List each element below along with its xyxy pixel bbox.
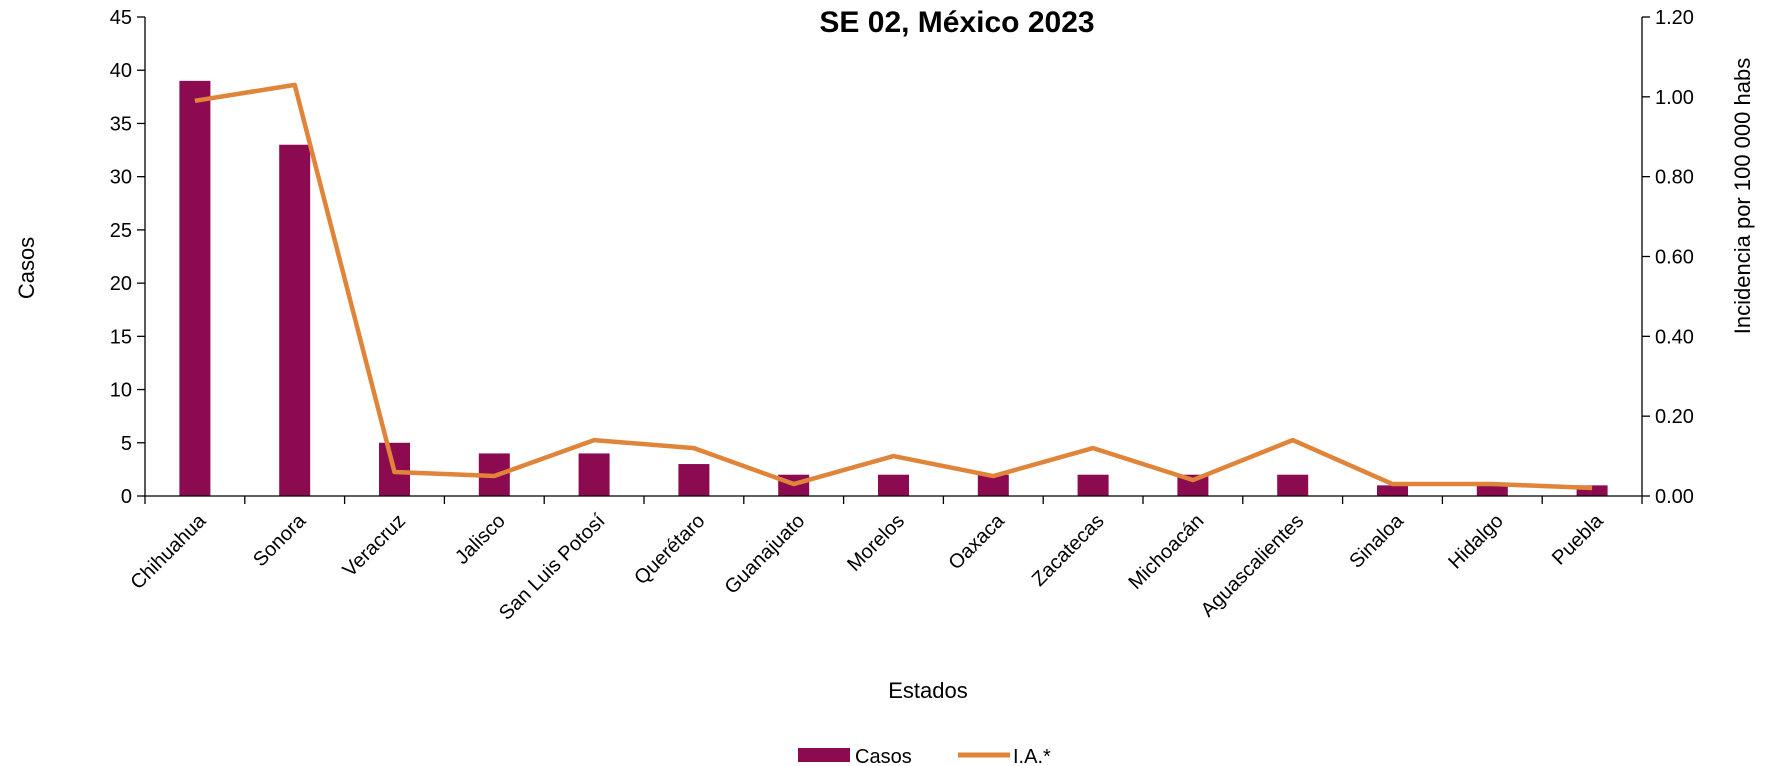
bar-casos — [1177, 474, 1209, 496]
legend-swatch-casos — [798, 748, 850, 762]
x-tick-label: Zacatecas — [1028, 510, 1109, 591]
y2-tick-label: 0.80 — [1655, 167, 1694, 189]
x-tick-label: Veracruz — [339, 510, 410, 581]
y-tick-label: 45 — [110, 7, 132, 29]
y2-tick-label: 0.40 — [1655, 326, 1694, 348]
legend-label-casos: Casos — [855, 746, 912, 766]
bar-casos — [977, 474, 1009, 496]
y-tick-label: 15 — [110, 326, 132, 348]
bar-casos — [578, 453, 610, 496]
x-tick-label: Querétaro — [630, 510, 709, 589]
y2-tick-label: 0.60 — [1655, 247, 1694, 269]
x-tick-label: Chihuahua — [126, 509, 211, 594]
casos-bars — [179, 80, 1608, 496]
x-tick-label: Puebla — [1548, 509, 1608, 569]
x-tick-label: San Luis Potosí — [495, 510, 610, 625]
y-tick-label: 0 — [121, 486, 132, 508]
bar-casos — [1077, 474, 1109, 496]
x-tick-label: Aguascalientes — [1197, 510, 1308, 621]
bar-casos — [678, 464, 710, 496]
bar-casos — [279, 144, 311, 496]
y-tick-label: 10 — [110, 380, 132, 402]
y2-tick-label: 0.20 — [1655, 406, 1694, 428]
x-tick-label: Sinaloa — [1345, 509, 1408, 572]
x-axis-title: Estados — [888, 678, 968, 703]
x-tick-label: Jalisco — [451, 510, 510, 569]
line-ia — [194, 82, 1593, 491]
x-tick-label: Morelos — [843, 510, 909, 576]
bar-casos — [1377, 485, 1408, 496]
bar-casos — [1476, 485, 1508, 496]
chart-title: SE 02, México 2023 — [819, 6, 1094, 39]
y-tick-label: 20 — [110, 273, 132, 295]
y2-axis-ticks: 0.00 0.20 0.40 0.60 0.80 1.00 1.20 — [1642, 7, 1694, 508]
x-tick-label: Guanajuato — [721, 510, 810, 599]
y2-tick-label: 1.20 — [1655, 7, 1694, 29]
y2-tick-label: 1.00 — [1655, 87, 1694, 109]
bar-casos — [179, 80, 211, 496]
y-tick-label: 35 — [110, 113, 132, 135]
legend-label-ia: I.A.* — [1013, 746, 1051, 766]
x-tick-label: Oaxaca — [945, 509, 1010, 574]
y2-tick-label: 0.00 — [1655, 486, 1694, 508]
y-axis-title: Casos — [14, 237, 39, 299]
bar-casos — [1277, 474, 1309, 496]
axes — [144, 17, 1643, 497]
y-tick-label: 30 — [110, 167, 132, 189]
y-axis-ticks: 0 5 10 15 20 25 30 35 40 45 — [110, 7, 145, 508]
y-tick-label: 40 — [110, 60, 132, 82]
bar-casos — [1576, 485, 1608, 496]
ia-line-series — [194, 82, 1593, 491]
x-tick-label: Hidalgo — [1444, 510, 1508, 574]
x-tick-label: Sonora — [249, 509, 311, 571]
y-tick-label: 25 — [110, 220, 132, 242]
y2-axis-title: Incidencia por 100 000 habs — [1730, 58, 1755, 334]
legend: Casos I.A.* — [798, 746, 1051, 766]
bar-casos — [878, 474, 909, 496]
x-tick-label: Michoacán — [1124, 510, 1208, 594]
y-tick-label: 5 — [121, 433, 132, 455]
